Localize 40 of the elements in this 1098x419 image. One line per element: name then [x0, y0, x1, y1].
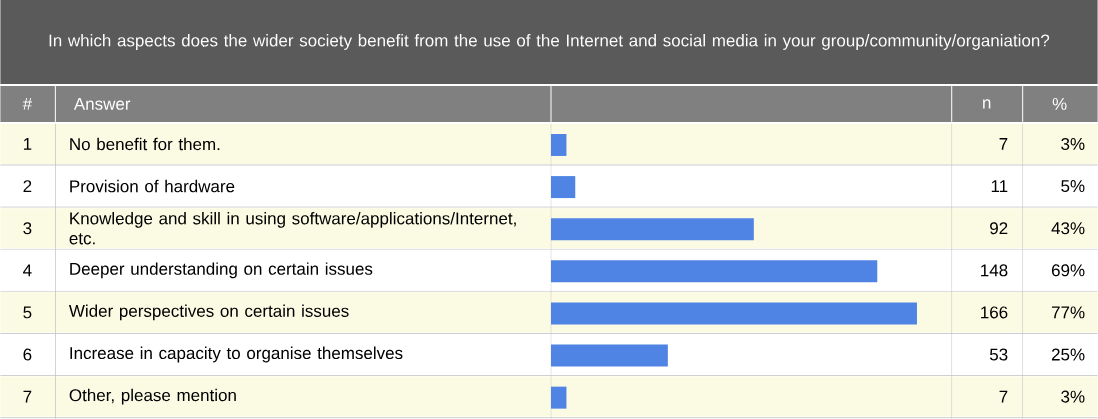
bar [551, 218, 754, 241]
text: 5 [23, 306, 32, 319]
text: n [983, 99, 991, 109]
bar [551, 133, 567, 156]
text: 43% [1051, 222, 1085, 235]
y-tick-label: Other, please mention [69, 388, 236, 405]
bar [551, 302, 917, 325]
text: Answer [73, 97, 131, 110]
bar [551, 260, 878, 283]
data-label: 11 [991, 180, 1008, 192]
text: 3% [1061, 137, 1085, 150]
data-label: 53 [989, 348, 1008, 361]
text: 1 [23, 138, 32, 150]
y-tick-label: Deeper understanding on certain issues [70, 262, 373, 279]
text: 2 [23, 180, 32, 192]
bar [551, 344, 668, 367]
text: 3% [1061, 390, 1085, 403]
data-label: 7 [999, 138, 1008, 150]
y-tick-label: Provision of hardware [70, 179, 235, 193]
y-tick-label: Knowledge and skill in using software/applications/Internet, etc. [69, 211, 516, 245]
text: 4 [23, 264, 32, 277]
text: 69% [1051, 264, 1085, 277]
chart-title: In which aspects does the wider society benefit from the use of the Internet and social media in your group/community/organiation? [49, 34, 1050, 50]
data-label: 7 [999, 390, 1008, 403]
text: 3 [23, 222, 32, 235]
bar [551, 386, 567, 409]
text: # [22, 98, 33, 110]
text: 7 [23, 390, 32, 403]
y-tick-label: Increase in capacity to organise themselves [70, 346, 403, 363]
text: 6 [23, 348, 32, 361]
y-tick-label: No benefit for them. [70, 137, 220, 151]
data-label: 148 [981, 264, 1008, 277]
text: 77% [1051, 306, 1085, 319]
text: 5% [1061, 180, 1085, 193]
text: % [1052, 97, 1067, 110]
data-label: 92 [990, 222, 1008, 235]
bar [551, 176, 576, 199]
text: 25% [1051, 348, 1085, 361]
data-label: 166 [981, 306, 1008, 319]
y-tick-label: Wider perspectives on certain issues [68, 304, 349, 321]
